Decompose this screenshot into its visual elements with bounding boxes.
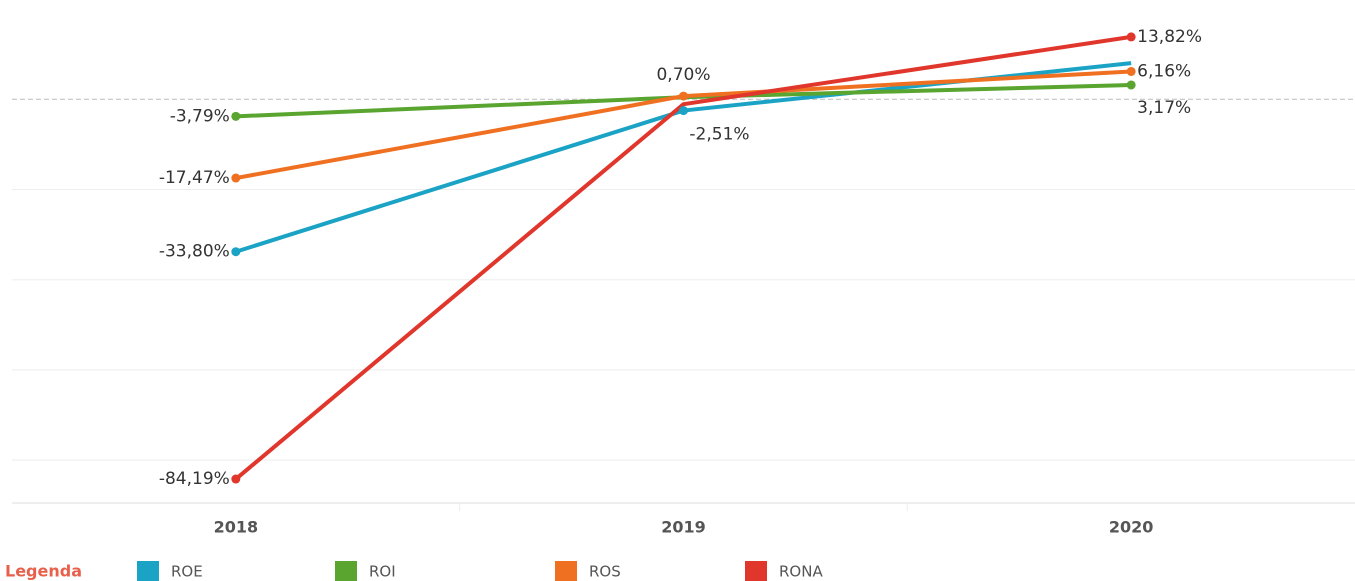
data-point [1126, 80, 1136, 90]
data-point [231, 173, 241, 183]
data-label: -2,51% [689, 125, 749, 145]
data-label: 13,82% [1137, 27, 1202, 47]
data-label: 0,70% [656, 65, 710, 85]
legend-title: Legenda [5, 562, 82, 581]
data-label: 3,17% [1137, 98, 1191, 118]
data-point [1126, 66, 1136, 76]
legend-swatch [745, 561, 767, 581]
x-tick-label: 2018 [214, 518, 259, 537]
data-point [1126, 32, 1136, 42]
legend-swatch [555, 561, 577, 581]
data-label: -3,79% [170, 106, 230, 126]
data-label: -84,19% [159, 469, 230, 489]
data-label: -17,47% [159, 168, 230, 188]
series-line [235, 61, 1132, 254]
x-tick-label: 2020 [1109, 518, 1154, 537]
legend-swatch [335, 561, 357, 581]
data-point [231, 111, 241, 121]
legend-label: RONA [779, 563, 823, 581]
data-point [231, 474, 241, 484]
legend-label: ROI [369, 563, 396, 581]
data-point [679, 91, 688, 101]
series-line [234, 34, 1132, 481]
legend-label: ROS [589, 563, 621, 581]
x-tick-label: 2019 [661, 518, 706, 537]
data-label: 6,16% [1137, 61, 1191, 81]
data-label: -33,80% [159, 242, 230, 262]
data-point [679, 106, 688, 116]
legend-swatch [137, 561, 159, 581]
data-point [231, 247, 241, 257]
legend-label: ROE [171, 563, 203, 581]
